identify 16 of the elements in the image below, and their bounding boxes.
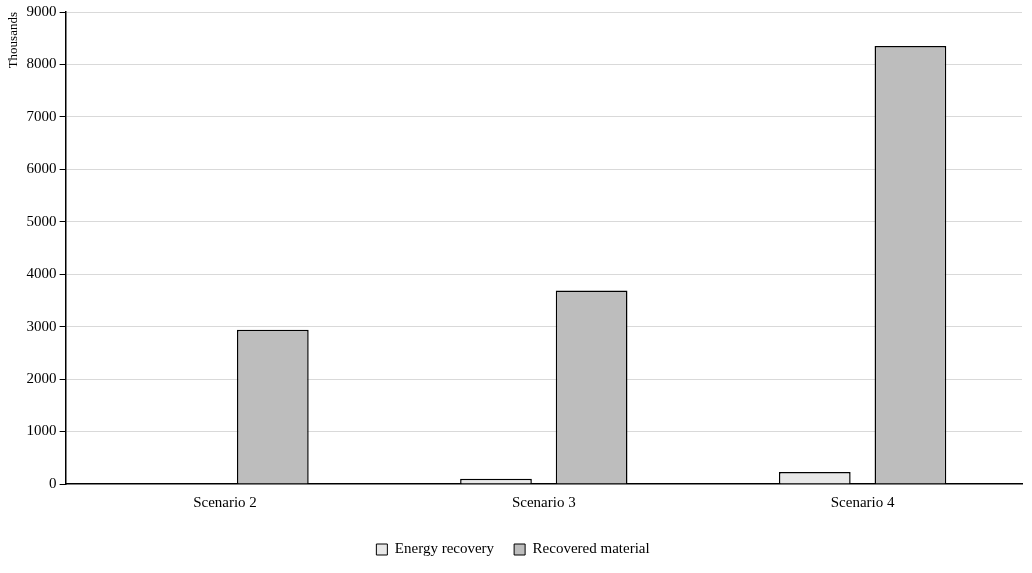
y-tick-label: 9000 (26, 2, 57, 19)
x-tick-label: Scenario 2 (193, 493, 257, 510)
y-tick-label: 6000 (26, 160, 57, 177)
y-tick-label: 8000 (26, 55, 57, 72)
y-tick-label: 1000 (26, 422, 57, 439)
y-tick-label: 0 (49, 474, 57, 491)
y-tick-label: 5000 (26, 212, 57, 229)
y-tick-label: 4000 (26, 265, 57, 282)
y-tick-label: 3000 (26, 317, 57, 334)
x-tick-label: Scenario 3 (511, 493, 576, 510)
y-tick-label: 7000 (26, 107, 57, 124)
x-tick-label: Scenario 4 (830, 493, 895, 510)
y-tick-label: 2000 (26, 370, 57, 387)
legend-label: Recovered material (532, 540, 650, 557)
legend-label: Energy recovery (394, 540, 495, 557)
y-axis-title: Thousands (5, 12, 21, 69)
